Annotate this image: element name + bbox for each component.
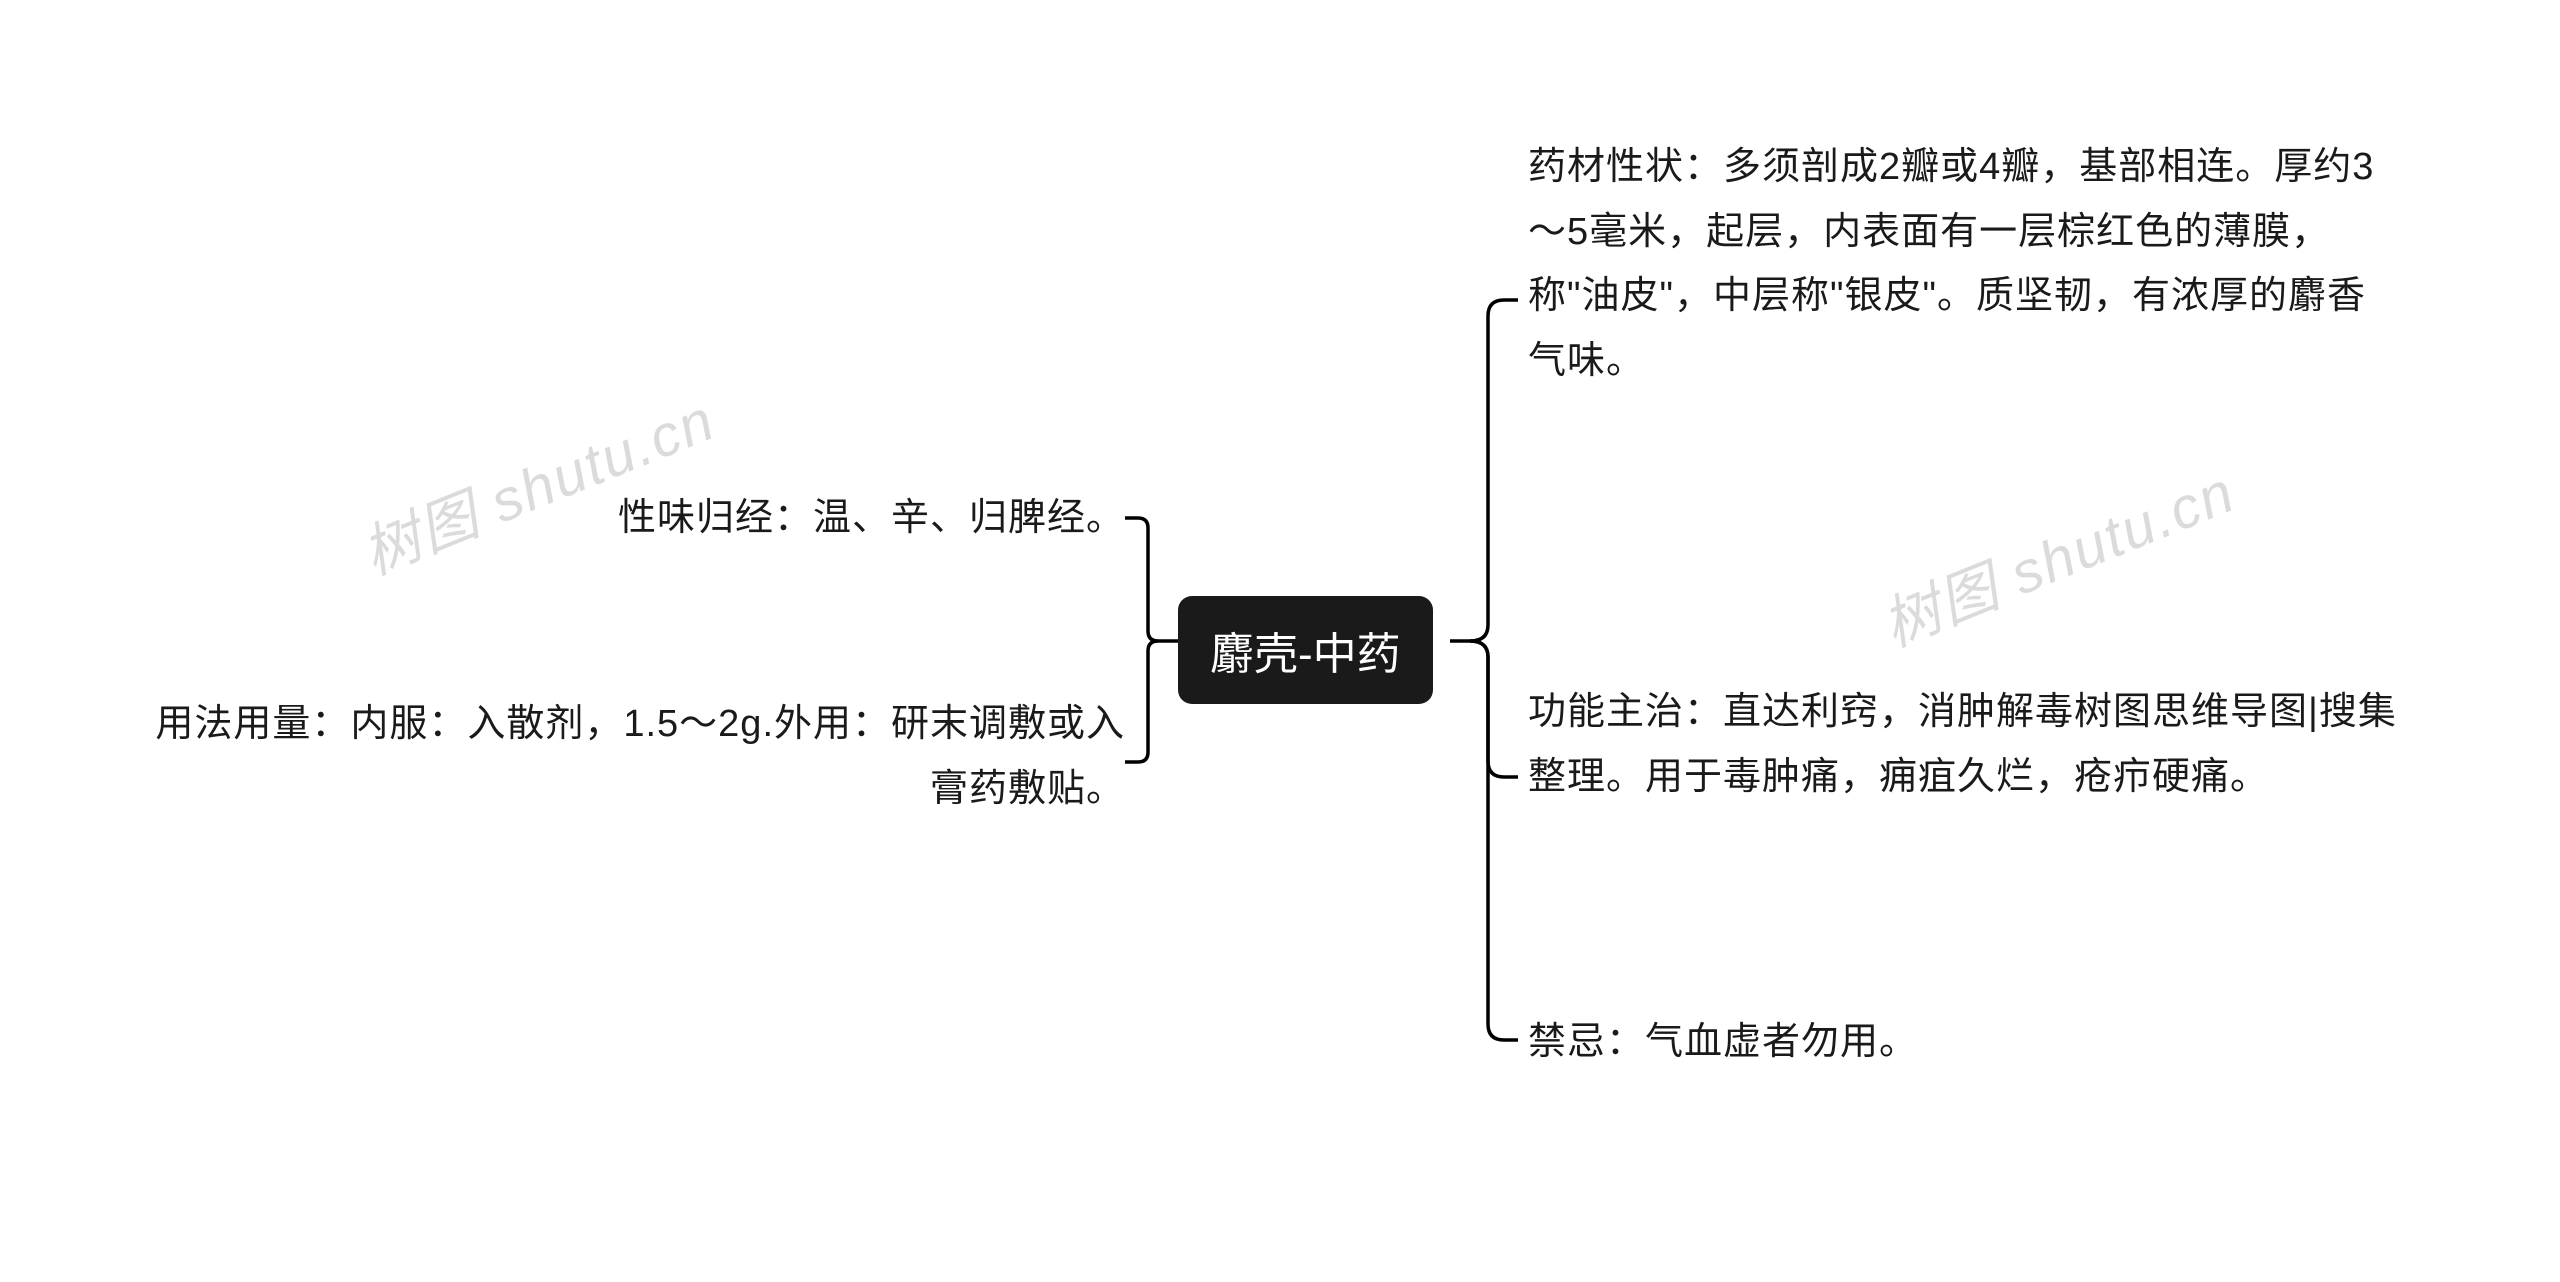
watermark-text: 树图 shutu.cn xyxy=(1873,459,2244,659)
watermark: 树图 shutu.cn xyxy=(348,373,726,591)
node-text-content: 性味归经：温、辛、归脾经。 xyxy=(618,497,1125,539)
left-branch-properties[interactable]: 性味归经：温、辛、归脾经。 xyxy=(315,486,1125,551)
right-branch-contraindications[interactable]: 禁忌：气血虚者勿用。 xyxy=(1528,1010,2398,1075)
center-node-label: 麝壳-中药 xyxy=(1210,630,1401,679)
right-branch-characteristics[interactable]: 药材性状：多须剖成2瓣或4瓣，基部相连。厚约3～5毫米，起层，内表面有一层棕红色… xyxy=(1528,135,2398,393)
left-branch-usage[interactable]: 用法用量：内服：入散剂，1.5～2g.外用：研末调敷或入膏药敷贴。 xyxy=(150,692,1125,821)
watermark: 树图 shutu.cn xyxy=(1868,445,2246,663)
right-branch-functions[interactable]: 功能主治：直达利窍，消肿解毒树图思维导图|搜集整理。用于毒肿痛，痈疽久烂，疮疖硬… xyxy=(1528,680,2398,809)
center-node[interactable]: 麝壳-中药 xyxy=(1178,596,1433,704)
node-text-content: 用法用量：内服：入散剂，1.5～2g.外用：研末调敷或入膏药敷贴。 xyxy=(155,703,1125,810)
node-text-content: 药材性状：多须剖成2瓣或4瓣，基部相连。厚约3～5毫米，起层，内表面有一层棕红色… xyxy=(1528,146,2374,382)
node-text-content: 功能主治：直达利窍，消肿解毒树图思维导图|搜集整理。用于毒肿痛，痈疽久烂，疮疖硬… xyxy=(1528,691,2397,798)
node-text-content: 禁忌：气血虚者勿用。 xyxy=(1528,1021,1918,1063)
mindmap-container: 麝壳-中药 性味归经：温、辛、归脾经。 用法用量：内服：入散剂，1.5～2g.外… xyxy=(0,0,2560,1282)
